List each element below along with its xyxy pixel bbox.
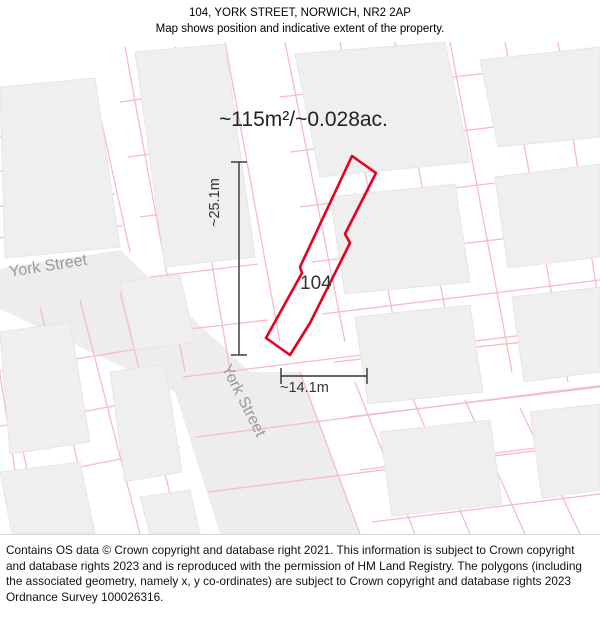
dimension-lines <box>231 161 368 384</box>
copyright-text: Contains OS data © Crown copyright and d… <box>6 543 582 604</box>
map-canvas <box>0 42 600 534</box>
horizontal-dimension-label: ~14.1m <box>280 380 329 396</box>
area-label: ~115m²/~0.028ac. <box>219 108 388 131</box>
property-outline <box>264 154 378 357</box>
building-layer <box>0 42 600 534</box>
vertical-dimension-label: ~25.1m <box>207 178 223 227</box>
page-title: 104, YORK STREET, NORWICH, NR2 2AP <box>189 7 411 19</box>
copyright-footer: Contains OS data © Crown copyright and d… <box>0 534 600 625</box>
property-map[interactable]: ~115m²/~0.028ac. 104 ~25.1m ~14.1m York … <box>0 42 600 534</box>
map-header: 104, YORK STREET, NORWICH, NR2 2AP Map s… <box>0 0 600 42</box>
page-subtitle: Map shows position and indicative extent… <box>155 23 445 35</box>
plot-number-label: 104 <box>300 273 332 294</box>
